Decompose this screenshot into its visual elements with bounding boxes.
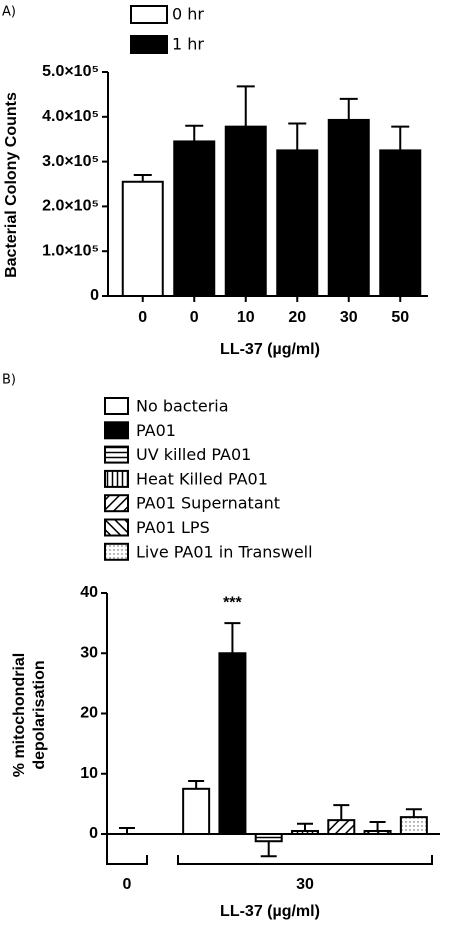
legend-swatch [104,421,129,440]
error-bar [224,622,241,654]
bar [254,833,283,843]
error-bar [260,841,277,858]
y-tick-label: 10 [80,765,98,782]
x-tick-label: 0 [123,876,132,893]
x-tick-label: 30 [340,309,358,326]
panel-label: A) [2,5,16,20]
x-tick-label: 30 [296,876,314,893]
error-bar [333,804,350,821]
error-bar [405,808,422,818]
y-tick-label: 40 [80,584,98,601]
error-bar [185,124,204,142]
y-tick-label: 0 [89,825,98,842]
legend-label: 0 hr [172,5,204,24]
bar [224,125,267,297]
error-bar [188,779,205,789]
bar [363,829,392,835]
error-bar [391,125,410,151]
bar [182,787,211,835]
legend-swatch [130,5,168,24]
bar [121,180,164,297]
x-axis-label: LL-37 (µg/ml) [220,341,320,358]
error-bar [297,822,313,831]
x-tick-label: 0 [190,309,199,326]
y-tick-label: 20 [80,705,98,722]
legend-label: PA01 [136,421,176,440]
error-bar [236,85,255,127]
bar [327,819,356,836]
y-tick-label: 3.0×10⁵ [42,153,99,170]
legend-label: 1 hr [172,35,204,54]
error-bar [369,820,386,831]
x-tick-label: 50 [391,309,409,326]
legend-label: No bacteria [136,397,229,416]
y-tick-label: 1.0×10⁵ [42,242,99,259]
legend-swatch [104,494,129,513]
error-bar [133,174,152,182]
x-tick-label: 10 [237,309,255,326]
y-tick-label: 5.0×10⁵ [42,63,99,80]
legend-label: PA01 LPS [136,518,210,537]
bar [379,149,422,297]
bar [276,149,319,297]
bar [173,140,216,297]
panel-label: B) [2,373,16,388]
category-bracket [177,855,433,865]
x-tick-label: 0 [138,309,147,326]
category-bracket [106,855,148,865]
bar [218,652,247,835]
bar [291,829,319,835]
legend-swatch [104,445,129,464]
y-tick-label: 2.0×10⁵ [42,198,99,215]
legend-swatch [104,542,129,561]
legend-label: UV killed PA01 [136,445,251,464]
legend-label: PA01 Supernatant [136,494,280,513]
legend-label: Heat Killed PA01 [136,469,268,488]
bar [399,816,428,836]
y-axis-label: Bacterial Colony Counts [3,92,20,278]
y-tick-label: 0 [90,287,99,304]
legend-label: Live PA01 in Transwell [136,542,313,561]
bar [327,118,370,297]
legend-swatch [104,469,129,488]
x-tick-label: 20 [288,309,306,326]
y-tick-label: 4.0×10⁵ [42,108,99,125]
x-axis-label: LL-37 (µg/ml) [220,903,320,920]
legend-swatch [104,397,129,415]
y-tick-label: 30 [80,644,98,661]
error-bar [339,97,358,120]
significance-annotation: *** [223,594,242,611]
legend-swatch [130,35,168,54]
error-bar [288,122,307,151]
y-axis-label: depolarisation [31,660,48,769]
y-axis-label: % mitochondrial [11,653,28,777]
error-bar [119,826,135,834]
legend-swatch [104,518,129,537]
